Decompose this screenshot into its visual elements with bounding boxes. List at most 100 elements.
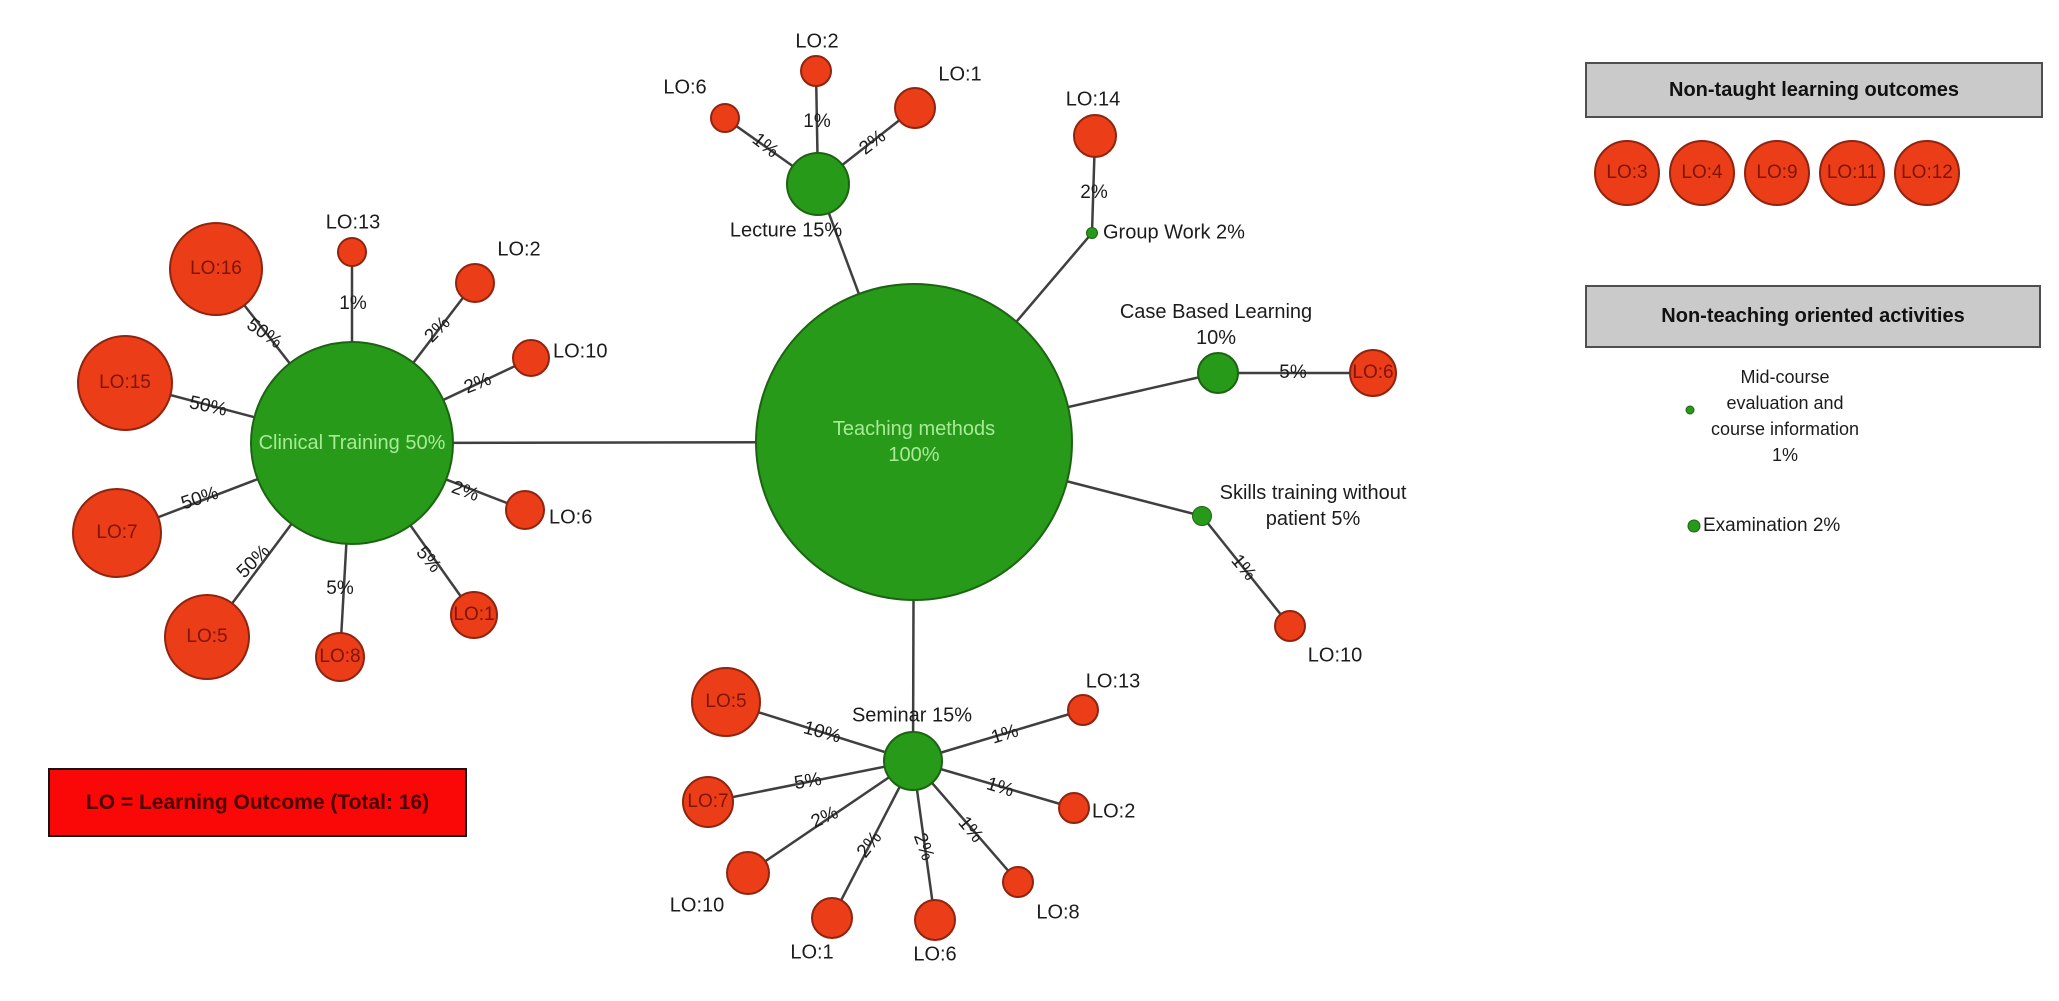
lo-label: LO:10 xyxy=(553,340,608,363)
lecture-node xyxy=(786,152,850,216)
lo-node-seminar-13 xyxy=(1067,694,1099,726)
mid-course-label-line1: Mid-course xyxy=(1740,367,1830,387)
note-text: LO = Learning Outcome (Total: 16) xyxy=(85,790,430,814)
lo-label: LO:6 xyxy=(1352,362,1394,383)
lo-label: LO:1 xyxy=(453,604,495,625)
lecture-label: Lecture 15% xyxy=(729,219,843,242)
non-teaching-header-title: Non-teaching oriented activities xyxy=(1661,305,1965,327)
edge-pct-label: 5% xyxy=(326,578,354,599)
teaching-methods-node: Teaching methods 100% xyxy=(755,283,1073,601)
lo-node-lecture-1 xyxy=(894,87,936,129)
group-work-label: Group Work 2% xyxy=(1103,221,1245,244)
edge-seminar-lo7 xyxy=(707,759,914,804)
lo-label: LO:2 xyxy=(795,30,839,53)
lo-node-legend-12: LO:12 xyxy=(1894,140,1960,206)
edge-pct-label: 5% xyxy=(1279,362,1307,383)
lo-label: LO:13 xyxy=(325,211,381,234)
lo-node-skills-10 xyxy=(1274,610,1306,642)
edge-pct-label: 5% xyxy=(792,768,824,795)
lo-node-seminar-2 xyxy=(1058,792,1090,824)
case-based-learning-label-line2: 10% xyxy=(1195,327,1237,349)
lo-label: LO:5 xyxy=(186,626,228,647)
group-work-node xyxy=(1086,227,1098,239)
lo-node-legend-9: LO:9 xyxy=(1744,140,1810,206)
skills-training-label: Skills training without patient 5% xyxy=(1220,480,1407,532)
lo-label: LO:14 xyxy=(1065,88,1121,111)
lo-node-seminar-10 xyxy=(726,851,770,895)
seminar-label: Seminar 15% xyxy=(851,704,973,727)
lo-label: LO:6 xyxy=(549,506,593,529)
skills-training-node xyxy=(1192,506,1212,526)
lo-label: LO:10 xyxy=(1307,644,1363,667)
lo-node-legend-3: LO:3 xyxy=(1594,140,1660,206)
lo-node-clinical-6 xyxy=(505,490,545,530)
lo-label: LO:5 xyxy=(705,691,747,712)
note-box: LO = Learning Outcome (Total: 16) xyxy=(48,768,467,837)
mid-course-dot xyxy=(1685,405,1695,415)
lo-label: LO:15 xyxy=(99,372,151,393)
examination-label: Examination 2% xyxy=(1703,515,1841,536)
lo-label: LO:6 xyxy=(913,943,957,966)
lo-label: LO:6 xyxy=(663,76,707,99)
lo-label: LO:3 xyxy=(1606,162,1648,183)
teaching-methods-label-line1: Teaching methods xyxy=(832,418,996,440)
lo-node-seminar-8 xyxy=(1002,866,1034,898)
lo-node-legend-11: LO:11 xyxy=(1819,140,1885,206)
lo-node-clinical-15: LO:15 xyxy=(77,335,173,431)
lo-node-seminar-6 xyxy=(914,899,956,941)
case-based-learning-node xyxy=(1197,352,1239,394)
lo-label: LO:8 xyxy=(319,646,361,667)
lo-node-seminar-1 xyxy=(811,897,853,939)
edge-pct-label: 1% xyxy=(803,111,831,132)
examination-dot xyxy=(1687,519,1701,533)
lo-node-lecture-2 xyxy=(800,55,832,87)
mid-course-label: Mid-course evaluation and course informa… xyxy=(1665,364,1905,468)
teaching-methods-label-line2: 100% xyxy=(888,444,940,466)
lo-node-groupwork-14 xyxy=(1073,114,1117,158)
lo-label: LO:11 xyxy=(1826,162,1878,183)
lo-node-clinical-16: LO:16 xyxy=(169,222,263,316)
lo-node-clinical-2 xyxy=(455,263,495,303)
lo-label: LO:13 xyxy=(1085,670,1141,693)
mid-course-label-line4: 1% xyxy=(1771,445,1798,465)
non-taught-header-title: Non-taught learning outcomes xyxy=(1669,78,1959,101)
mid-course-label-line3: course information xyxy=(1710,419,1860,439)
lo-label: LO:10 xyxy=(669,894,725,917)
lo-label: LO:8 xyxy=(1036,901,1080,924)
lo-label: LO:7 xyxy=(687,791,729,812)
lo-node-clinical-13 xyxy=(337,237,367,267)
edge-pct-label: 2% xyxy=(1080,182,1108,203)
non-teaching-header: Non-teaching oriented activities xyxy=(1585,285,2041,348)
lo-node-clinical-5: LO:5 xyxy=(164,594,250,680)
clinical-training-label: Clinical Training 50% xyxy=(258,432,446,454)
lo-label: LO:16 xyxy=(190,258,242,279)
lo-node-seminar-7: LO:7 xyxy=(682,776,734,828)
edge-pct-label: 1% xyxy=(339,293,367,314)
non-taught-header: Non-taught learning outcomes xyxy=(1585,62,2043,118)
lo-label: LO:2 xyxy=(497,238,541,261)
lo-label: LO:12 xyxy=(1901,162,1953,183)
lo-node-lecture-6 xyxy=(710,103,740,133)
edge-seminar-lo10 xyxy=(747,759,914,875)
skills-training-label-line2: patient 5% xyxy=(1265,508,1361,530)
seminar-node xyxy=(883,731,943,791)
lo-label: LO:1 xyxy=(938,63,982,86)
lo-node-clinical-10 xyxy=(512,339,550,377)
lo-label: LO:9 xyxy=(1756,162,1798,183)
lo-label: LO:1 xyxy=(790,941,834,964)
lo-node-clinical-7: LO:7 xyxy=(72,488,162,578)
lo-label: LO:2 xyxy=(1092,800,1136,823)
teaching-methods-label: Teaching methods 100% xyxy=(833,416,995,468)
lo-label: LO:4 xyxy=(1681,162,1723,183)
lo-node-seminar-5: LO:5 xyxy=(691,667,761,737)
edge-skills-lo10 xyxy=(1201,515,1291,627)
lo-label: LO:7 xyxy=(96,522,138,543)
lo-node-clinical-1: LO:1 xyxy=(450,591,498,639)
skills-training-label-line1: Skills training without xyxy=(1219,482,1407,504)
lo-node-casebased-6: LO:6 xyxy=(1349,349,1397,397)
lo-node-clinical-8: LO:8 xyxy=(315,632,365,682)
clinical-training-node: Clinical Training 50% xyxy=(250,341,454,545)
case-based-learning-label-line1: Case Based Learning xyxy=(1119,301,1313,323)
mid-course-label-line2: evaluation and xyxy=(1726,393,1844,413)
